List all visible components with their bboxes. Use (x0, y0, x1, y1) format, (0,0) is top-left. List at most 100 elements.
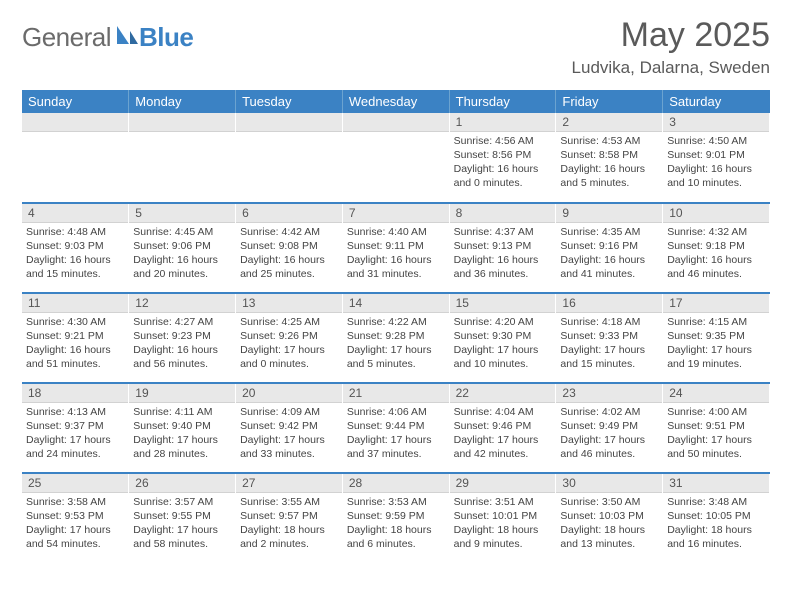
day-details: Sunrise: 3:55 AMSunset: 9:57 PMDaylight:… (236, 493, 342, 556)
sunset-line: Sunset: 9:35 PM (667, 329, 765, 343)
sunset-line: Sunset: 9:08 PM (240, 239, 338, 253)
daylight-line: Daylight: 16 hours and 56 minutes. (133, 343, 231, 371)
calendar-day-cell: 15Sunrise: 4:20 AMSunset: 9:30 PMDayligh… (449, 293, 556, 383)
calendar-day-cell: 14Sunrise: 4:22 AMSunset: 9:28 PMDayligh… (342, 293, 449, 383)
day-details: Sunrise: 4:18 AMSunset: 9:33 PMDaylight:… (556, 313, 662, 376)
sunrise-line: Sunrise: 4:13 AM (26, 405, 124, 419)
sunset-line: Sunset: 9:16 PM (560, 239, 658, 253)
sunset-line: Sunset: 9:49 PM (560, 419, 658, 433)
daylight-line: Daylight: 18 hours and 13 minutes. (560, 523, 658, 551)
day-number: 12 (129, 294, 235, 313)
sunset-line: Sunset: 8:56 PM (454, 148, 552, 162)
sunset-line: Sunset: 10:03 PM (560, 509, 658, 523)
daylight-line: Daylight: 17 hours and 58 minutes. (133, 523, 231, 551)
sunrise-line: Sunrise: 4:06 AM (347, 405, 445, 419)
day-details: Sunrise: 4:25 AMSunset: 9:26 PMDaylight:… (236, 313, 342, 376)
calendar-week-row: 25Sunrise: 3:58 AMSunset: 9:53 PMDayligh… (22, 473, 770, 563)
sunrise-line: Sunrise: 4:37 AM (454, 225, 552, 239)
day-details: Sunrise: 4:00 AMSunset: 9:51 PMDaylight:… (663, 403, 769, 466)
day-number (343, 113, 449, 132)
sunset-line: Sunset: 9:33 PM (560, 329, 658, 343)
sunset-line: Sunset: 9:26 PM (240, 329, 338, 343)
day-number: 6 (236, 204, 342, 223)
sunset-line: Sunset: 9:59 PM (347, 509, 445, 523)
day-details: Sunrise: 4:30 AMSunset: 9:21 PMDaylight:… (22, 313, 128, 376)
daylight-line: Daylight: 17 hours and 42 minutes. (454, 433, 552, 461)
sunrise-line: Sunrise: 4:18 AM (560, 315, 658, 329)
day-number: 31 (663, 474, 769, 493)
sunset-line: Sunset: 9:11 PM (347, 239, 445, 253)
day-details: Sunrise: 3:53 AMSunset: 9:59 PMDaylight:… (343, 493, 449, 556)
daylight-line: Daylight: 16 hours and 41 minutes. (560, 253, 658, 281)
day-details: Sunrise: 4:45 AMSunset: 9:06 PMDaylight:… (129, 223, 235, 286)
daylight-line: Daylight: 17 hours and 5 minutes. (347, 343, 445, 371)
sunset-line: Sunset: 9:57 PM (240, 509, 338, 523)
day-number (22, 113, 128, 132)
day-number: 26 (129, 474, 235, 493)
day-number: 10 (663, 204, 769, 223)
day-number: 18 (22, 384, 128, 403)
sunrise-line: Sunrise: 3:53 AM (347, 495, 445, 509)
weekday-header-row: Sunday Monday Tuesday Wednesday Thursday… (22, 90, 770, 113)
day-number: 22 (450, 384, 556, 403)
day-details: Sunrise: 4:35 AMSunset: 9:16 PMDaylight:… (556, 223, 662, 286)
sunrise-line: Sunrise: 4:22 AM (347, 315, 445, 329)
day-number: 16 (556, 294, 662, 313)
sunrise-line: Sunrise: 4:09 AM (240, 405, 338, 419)
day-details: Sunrise: 4:56 AMSunset: 8:56 PMDaylight:… (450, 132, 556, 195)
calendar-day-cell: 29Sunrise: 3:51 AMSunset: 10:01 PMDaylig… (449, 473, 556, 563)
sunrise-line: Sunrise: 4:25 AM (240, 315, 338, 329)
sunrise-line: Sunrise: 4:50 AM (667, 134, 765, 148)
calendar-day-cell: 7Sunrise: 4:40 AMSunset: 9:11 PMDaylight… (342, 203, 449, 293)
location-subtitle: Ludvika, Dalarna, Sweden (572, 58, 770, 78)
day-details: Sunrise: 4:15 AMSunset: 9:35 PMDaylight:… (663, 313, 769, 376)
daylight-line: Daylight: 16 hours and 0 minutes. (454, 162, 552, 190)
day-details: Sunrise: 4:27 AMSunset: 9:23 PMDaylight:… (129, 313, 235, 376)
day-details: Sunrise: 4:22 AMSunset: 9:28 PMDaylight:… (343, 313, 449, 376)
sunrise-line: Sunrise: 4:11 AM (133, 405, 231, 419)
sunset-line: Sunset: 9:55 PM (133, 509, 231, 523)
day-number: 14 (343, 294, 449, 313)
calendar-day-cell: 21Sunrise: 4:06 AMSunset: 9:44 PMDayligh… (342, 383, 449, 473)
calendar-day-cell: 5Sunrise: 4:45 AMSunset: 9:06 PMDaylight… (129, 203, 236, 293)
calendar-day-cell: 6Sunrise: 4:42 AMSunset: 9:08 PMDaylight… (236, 203, 343, 293)
daylight-line: Daylight: 17 hours and 37 minutes. (347, 433, 445, 461)
day-details: Sunrise: 4:42 AMSunset: 9:08 PMDaylight:… (236, 223, 342, 286)
sunrise-line: Sunrise: 4:42 AM (240, 225, 338, 239)
daylight-line: Daylight: 16 hours and 25 minutes. (240, 253, 338, 281)
day-number: 2 (556, 113, 662, 132)
daylight-line: Daylight: 16 hours and 46 minutes. (667, 253, 765, 281)
calendar-day-cell: 22Sunrise: 4:04 AMSunset: 9:46 PMDayligh… (449, 383, 556, 473)
day-number: 1 (450, 113, 556, 132)
weekday-header: Thursday (449, 90, 556, 113)
sunrise-line: Sunrise: 4:30 AM (26, 315, 124, 329)
daylight-line: Daylight: 17 hours and 15 minutes. (560, 343, 658, 371)
sunset-line: Sunset: 9:44 PM (347, 419, 445, 433)
day-number: 21 (343, 384, 449, 403)
sunrise-line: Sunrise: 3:51 AM (454, 495, 552, 509)
sunrise-line: Sunrise: 4:40 AM (347, 225, 445, 239)
sunrise-line: Sunrise: 4:02 AM (560, 405, 658, 419)
calendar-week-row: 18Sunrise: 4:13 AMSunset: 9:37 PMDayligh… (22, 383, 770, 473)
day-details: Sunrise: 3:58 AMSunset: 9:53 PMDaylight:… (22, 493, 128, 556)
day-details: Sunrise: 4:09 AMSunset: 9:42 PMDaylight:… (236, 403, 342, 466)
daylight-line: Daylight: 16 hours and 10 minutes. (667, 162, 765, 190)
daylight-line: Daylight: 18 hours and 2 minutes. (240, 523, 338, 551)
calendar-day-cell: 23Sunrise: 4:02 AMSunset: 9:49 PMDayligh… (556, 383, 663, 473)
day-details: Sunrise: 4:37 AMSunset: 9:13 PMDaylight:… (450, 223, 556, 286)
calendar-day-cell: 10Sunrise: 4:32 AMSunset: 9:18 PMDayligh… (663, 203, 770, 293)
brand-text-blue: Blue (139, 22, 193, 53)
day-number: 13 (236, 294, 342, 313)
calendar-week-row: 4Sunrise: 4:48 AMSunset: 9:03 PMDaylight… (22, 203, 770, 293)
sunset-line: Sunset: 9:46 PM (454, 419, 552, 433)
calendar-day-cell: 17Sunrise: 4:15 AMSunset: 9:35 PMDayligh… (663, 293, 770, 383)
sunrise-line: Sunrise: 4:00 AM (667, 405, 765, 419)
day-details: Sunrise: 4:40 AMSunset: 9:11 PMDaylight:… (343, 223, 449, 286)
calendar-day-cell: 4Sunrise: 4:48 AMSunset: 9:03 PMDaylight… (22, 203, 129, 293)
day-details: Sunrise: 4:06 AMSunset: 9:44 PMDaylight:… (343, 403, 449, 466)
calendar-day-cell: 12Sunrise: 4:27 AMSunset: 9:23 PMDayligh… (129, 293, 236, 383)
month-title: May 2025 (572, 18, 770, 54)
daylight-line: Daylight: 17 hours and 19 minutes. (667, 343, 765, 371)
calendar-day-cell: 28Sunrise: 3:53 AMSunset: 9:59 PMDayligh… (342, 473, 449, 563)
day-number: 7 (343, 204, 449, 223)
